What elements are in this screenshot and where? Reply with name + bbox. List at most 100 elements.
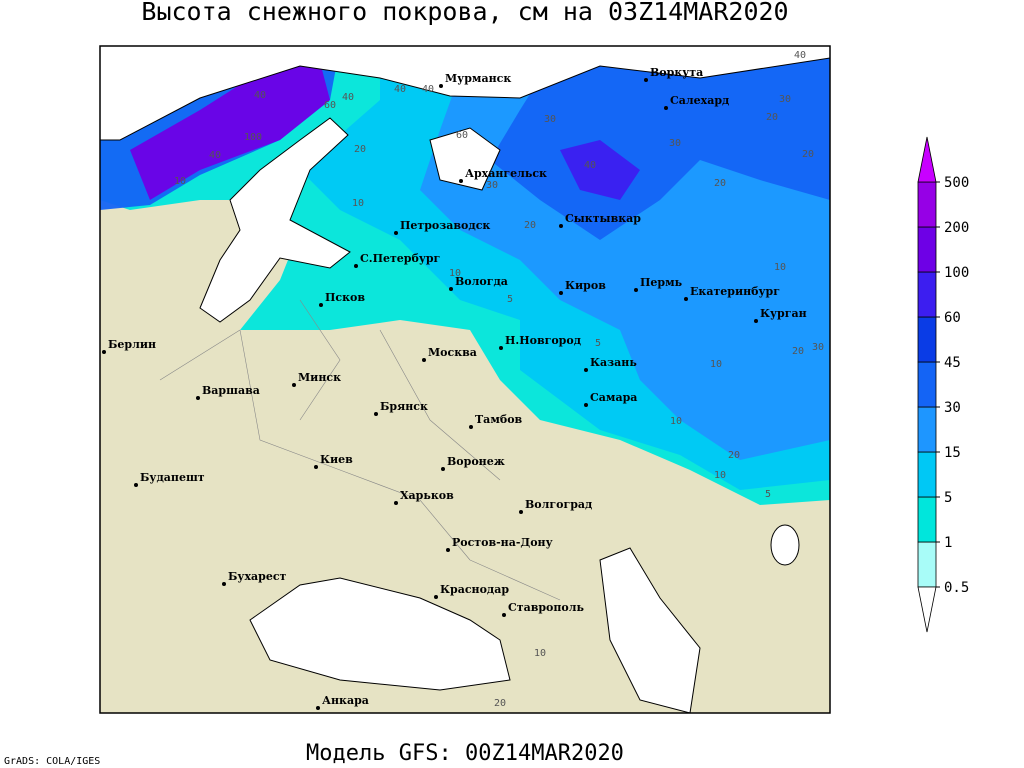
contour-label: 10 [534, 648, 546, 659]
city-label: Мурманск [445, 72, 511, 85]
contour-label: 5 [507, 294, 513, 305]
city-dot [499, 346, 503, 350]
city-dot [559, 224, 563, 228]
legend-swatch [917, 316, 937, 363]
city-dot [394, 501, 398, 505]
contour-label: 20 [802, 149, 814, 160]
city-label: Псков [325, 291, 365, 304]
city-label: Анкара [322, 694, 369, 707]
legend-label: 200 [944, 220, 969, 236]
city-dot [754, 319, 758, 323]
contour-label: 20 [728, 450, 740, 461]
city-label: Бухарест [228, 570, 287, 583]
contour-label: 60 [456, 130, 468, 141]
city-dot [439, 84, 443, 88]
legend-bottom-arrow [917, 586, 937, 633]
city-label: Екатеринбург [690, 285, 780, 298]
map-frame [99, 45, 831, 714]
legend-swatch [917, 451, 937, 498]
city-dot [319, 303, 323, 307]
city-label: Архангельск [465, 167, 547, 180]
city-label: Минск [298, 371, 341, 384]
snow-area [130, 62, 330, 200]
city-label: Москва [428, 346, 477, 359]
city-label: Вологда [455, 275, 508, 288]
city-dot [644, 78, 648, 82]
city-dot [196, 396, 200, 400]
city-dot [449, 287, 453, 291]
legend-swatch [917, 541, 937, 588]
city-dot [222, 582, 226, 586]
city-dot [422, 358, 426, 362]
city-dot [292, 383, 296, 387]
contour-label: 40 [209, 150, 221, 161]
legend-swatch [917, 496, 937, 543]
legend-label: 5 [944, 490, 952, 506]
legend-swatch [917, 361, 937, 408]
contour-label: 30 [812, 342, 824, 353]
city-dot [374, 412, 378, 416]
city-label: Киев [320, 453, 353, 466]
contour-label: 20 [354, 144, 366, 155]
city-label: Воронеж [447, 455, 505, 468]
city-dot [664, 106, 668, 110]
credit: GrADS: COLA/IGES [4, 756, 100, 767]
city-label: Казань [590, 356, 637, 369]
city-label: Волгоград [525, 498, 592, 511]
legend-label: 15 [944, 445, 961, 461]
city-label: Н.Новгород [505, 334, 581, 347]
contour-label: 100 [244, 132, 262, 143]
legend-label: 45 [944, 355, 961, 371]
city-dot [584, 403, 588, 407]
contour-label: 40 [422, 84, 434, 95]
contour-label: 10 [449, 268, 461, 279]
city-label: Краснодар [440, 583, 509, 596]
legend-label: 0.5 [944, 580, 969, 596]
contour-label: 5 [765, 489, 771, 500]
city-dot [684, 297, 688, 301]
city-label: Петрозаводск [400, 219, 490, 232]
city-dot [316, 706, 320, 710]
city-label: Курган [760, 307, 807, 320]
contour-label: 40 [254, 90, 266, 101]
snow-area [490, 46, 830, 240]
legend-top-arrow [917, 136, 937, 183]
city-label: Будапешт [140, 471, 205, 484]
city-dot [434, 595, 438, 599]
city-label: Самара [590, 391, 637, 404]
city-dot [559, 291, 563, 295]
city-label: Салехард [670, 94, 729, 107]
contour-label: 20 [766, 112, 778, 123]
city-dot [354, 264, 358, 268]
city-label: Харьков [400, 489, 454, 502]
city-label: Ставрополь [508, 601, 585, 614]
contour-label: 20 [714, 178, 726, 189]
contour-label: 30 [544, 114, 556, 125]
city-dot [441, 467, 445, 471]
contour-label: 40 [342, 92, 354, 103]
legend-swatch [917, 181, 937, 228]
city-label: Тамбов [475, 413, 523, 426]
contour-label: 20 [524, 220, 536, 231]
contour-label: 5 [595, 338, 601, 349]
legend-label: 1 [944, 535, 952, 551]
contour-label: 30 [486, 180, 498, 191]
contour-label: 10 [670, 416, 682, 427]
contour-label: 30 [669, 138, 681, 149]
city-dot [519, 510, 523, 514]
city-label: С.Петербург [360, 252, 441, 265]
city-dot [394, 231, 398, 235]
city-label: Воркута [650, 66, 703, 79]
city-dot [584, 368, 588, 372]
city-dot [469, 425, 473, 429]
city-label: Киров [565, 279, 606, 292]
city-label: Сыктывкар [565, 212, 641, 225]
contour-label: 40 [584, 160, 596, 171]
legend-swatch [917, 226, 937, 273]
city-dot [314, 465, 318, 469]
contour-label: 20 [494, 698, 506, 709]
contour-label: 40 [394, 84, 406, 95]
city-label: Варшава [202, 384, 260, 397]
